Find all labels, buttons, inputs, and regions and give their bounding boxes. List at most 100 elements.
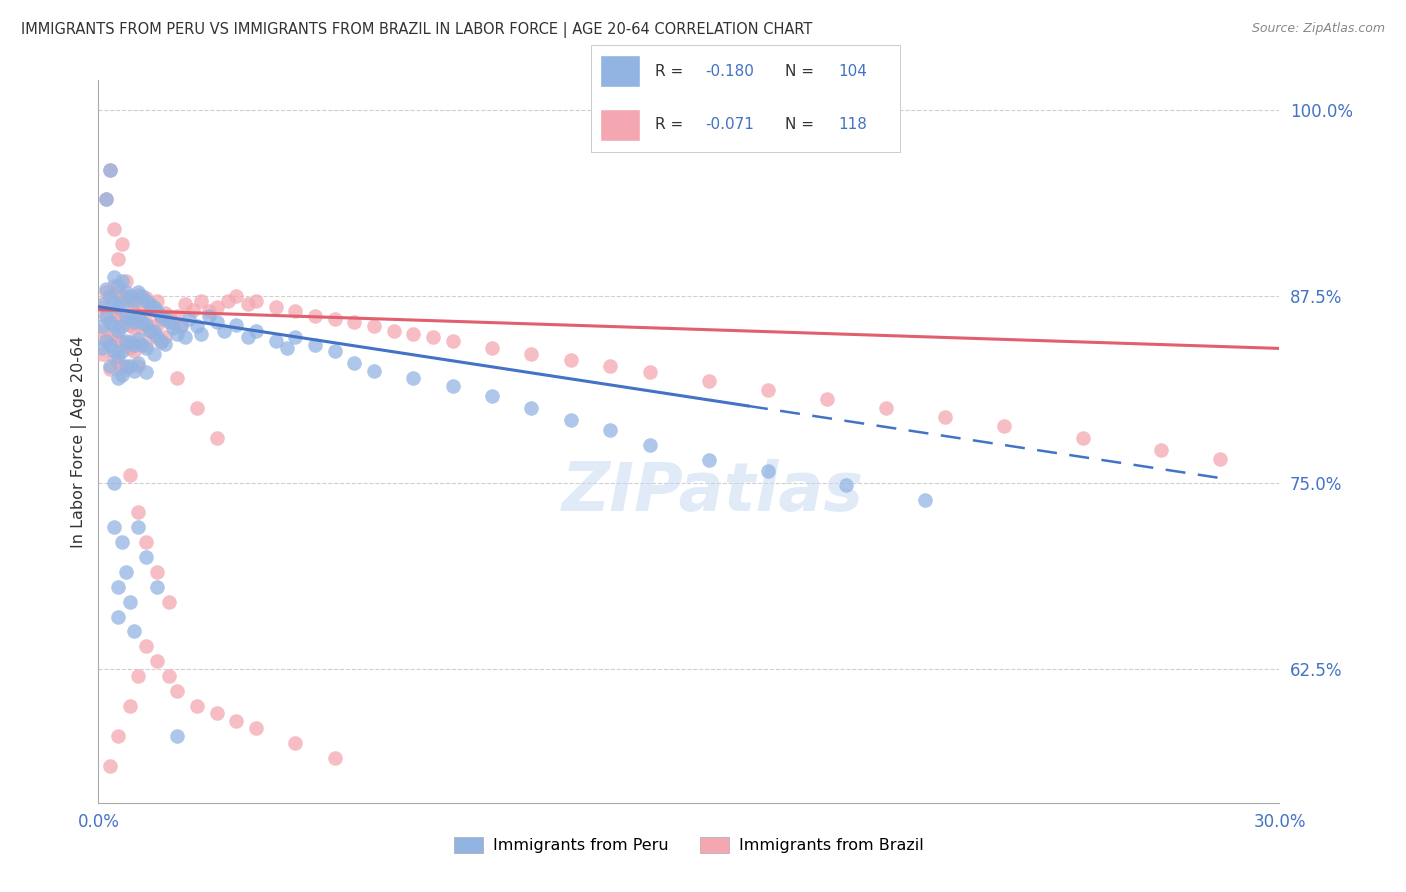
Point: [122, 344, 145, 359]
Point: [993, 418, 1015, 433]
Point: [122, 320, 145, 334]
Point: [127, 285, 149, 299]
Point: [96, 282, 118, 296]
Point: [98, 315, 121, 329]
Point: [115, 334, 138, 348]
Point: [118, 318, 141, 332]
Point: [98, 338, 121, 352]
Point: [118, 468, 141, 483]
Point: [122, 297, 145, 311]
Point: [638, 438, 661, 452]
Point: [245, 324, 267, 338]
Point: [197, 304, 219, 318]
Point: [118, 698, 141, 713]
Point: [441, 334, 464, 348]
Point: [103, 302, 125, 317]
Point: [363, 319, 385, 334]
Text: R =: R =: [655, 118, 683, 132]
Point: [155, 311, 177, 326]
Point: [225, 289, 247, 303]
Point: [131, 320, 153, 334]
Point: [107, 356, 129, 370]
Point: [146, 329, 169, 343]
Point: [135, 293, 157, 308]
Point: [135, 338, 157, 352]
Point: [245, 721, 267, 735]
Point: [98, 315, 121, 329]
Point: [96, 285, 118, 299]
Point: [599, 359, 621, 374]
Point: [481, 389, 503, 403]
Text: IMMIGRANTS FROM PERU VS IMMIGRANTS FROM BRAZIL IN LABOR FORCE | AGE 20-64 CORREL: IMMIGRANTS FROM PERU VS IMMIGRANTS FROM …: [21, 22, 813, 38]
Point: [150, 309, 173, 323]
Point: [115, 565, 138, 579]
FancyBboxPatch shape: [600, 55, 640, 87]
Point: [98, 162, 121, 177]
Text: 104: 104: [838, 64, 868, 78]
Point: [111, 319, 134, 334]
Point: [142, 326, 165, 341]
Point: [115, 309, 138, 323]
Point: [103, 344, 125, 359]
Point: [174, 297, 197, 311]
Point: [98, 758, 121, 772]
Point: [107, 278, 129, 293]
Point: [135, 549, 157, 564]
Point: [520, 401, 543, 415]
Point: [115, 285, 138, 299]
Point: [111, 297, 134, 311]
Point: [835, 478, 858, 492]
Point: [1150, 442, 1173, 457]
Point: [135, 365, 157, 379]
Point: [214, 324, 236, 338]
Point: [118, 293, 141, 308]
Point: [107, 729, 129, 743]
Point: [181, 302, 204, 317]
Point: [118, 359, 141, 374]
Text: Source: ZipAtlas.com: Source: ZipAtlas.com: [1251, 22, 1385, 36]
Point: [276, 342, 298, 356]
Point: [155, 306, 177, 320]
Point: [122, 293, 145, 308]
Point: [91, 319, 114, 334]
Point: [382, 324, 405, 338]
Point: [103, 351, 125, 365]
Point: [127, 309, 149, 323]
Point: [142, 324, 165, 338]
Point: [236, 297, 259, 311]
Point: [103, 293, 125, 308]
Point: [118, 311, 141, 326]
Point: [107, 609, 129, 624]
Point: [186, 319, 208, 334]
Point: [98, 291, 121, 305]
Point: [111, 335, 134, 350]
Point: [107, 580, 129, 594]
Point: [98, 359, 121, 374]
Point: [323, 311, 346, 326]
Point: [107, 349, 129, 363]
Point: [146, 580, 169, 594]
Point: [323, 751, 346, 765]
Text: R =: R =: [655, 64, 683, 78]
Point: [146, 304, 169, 318]
Point: [599, 423, 621, 437]
Point: [190, 293, 212, 308]
Point: [131, 297, 153, 311]
Point: [111, 368, 134, 383]
Point: [98, 338, 121, 352]
Point: [225, 318, 247, 332]
Point: [107, 324, 129, 338]
Point: [177, 311, 200, 326]
Point: [135, 318, 157, 332]
Point: [135, 640, 157, 654]
Point: [166, 309, 188, 323]
Point: [111, 535, 134, 549]
Point: [122, 624, 145, 639]
Point: [186, 401, 208, 415]
Point: [115, 291, 138, 305]
Point: [197, 309, 219, 323]
Text: 118: 118: [838, 118, 868, 132]
Point: [127, 287, 149, 301]
Point: [264, 300, 287, 314]
Point: [146, 293, 169, 308]
